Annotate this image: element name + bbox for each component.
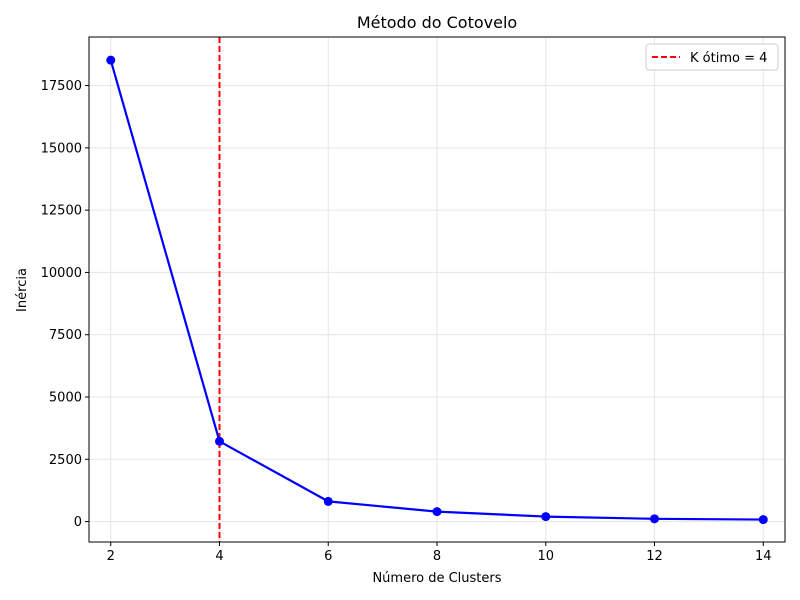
- y-tick-label: 7500: [49, 328, 82, 343]
- grid: [89, 37, 785, 542]
- x-tick-label: 14: [755, 549, 772, 564]
- y-tick-label: 0: [74, 515, 82, 530]
- legend-label: K ótimo = 4: [690, 51, 767, 66]
- y-tick-label: 5000: [49, 391, 82, 406]
- data-point-marker: [758, 515, 768, 525]
- x-tick-label: 8: [433, 549, 441, 564]
- data-point-marker: [323, 496, 333, 506]
- x-tick-label: 10: [537, 549, 554, 564]
- series-layer: [106, 55, 768, 525]
- data-point-marker: [541, 512, 551, 522]
- ticks: 2 4 6 8 10 12 14 0 2500 5000 7500 10000 12500 15000 17…: [41, 79, 772, 564]
- x-tick-label: 12: [646, 549, 663, 564]
- data-point-marker: [432, 507, 442, 517]
- y-tick-label: 2500: [49, 453, 82, 468]
- y-tick-label: 15000: [41, 141, 82, 156]
- x-tick-label: 2: [107, 549, 115, 564]
- x-tick-label: 4: [215, 549, 223, 564]
- y-tick-label: 12500: [41, 204, 82, 219]
- data-point-marker: [215, 436, 224, 446]
- data-point-marker: [650, 514, 659, 524]
- data-point-marker: [106, 55, 116, 65]
- chart-title: Método do Cotovelo: [357, 13, 517, 32]
- y-axis-title: Inércia: [15, 268, 30, 312]
- y-tick-label: 17500: [41, 79, 82, 94]
- legend: K ótimo = 4: [645, 43, 779, 71]
- y-tick-label: 10000: [41, 266, 82, 281]
- x-tick-label: 6: [324, 549, 332, 564]
- x-axis-title: Número de Clusters: [372, 571, 501, 586]
- legend-box: [645, 43, 779, 71]
